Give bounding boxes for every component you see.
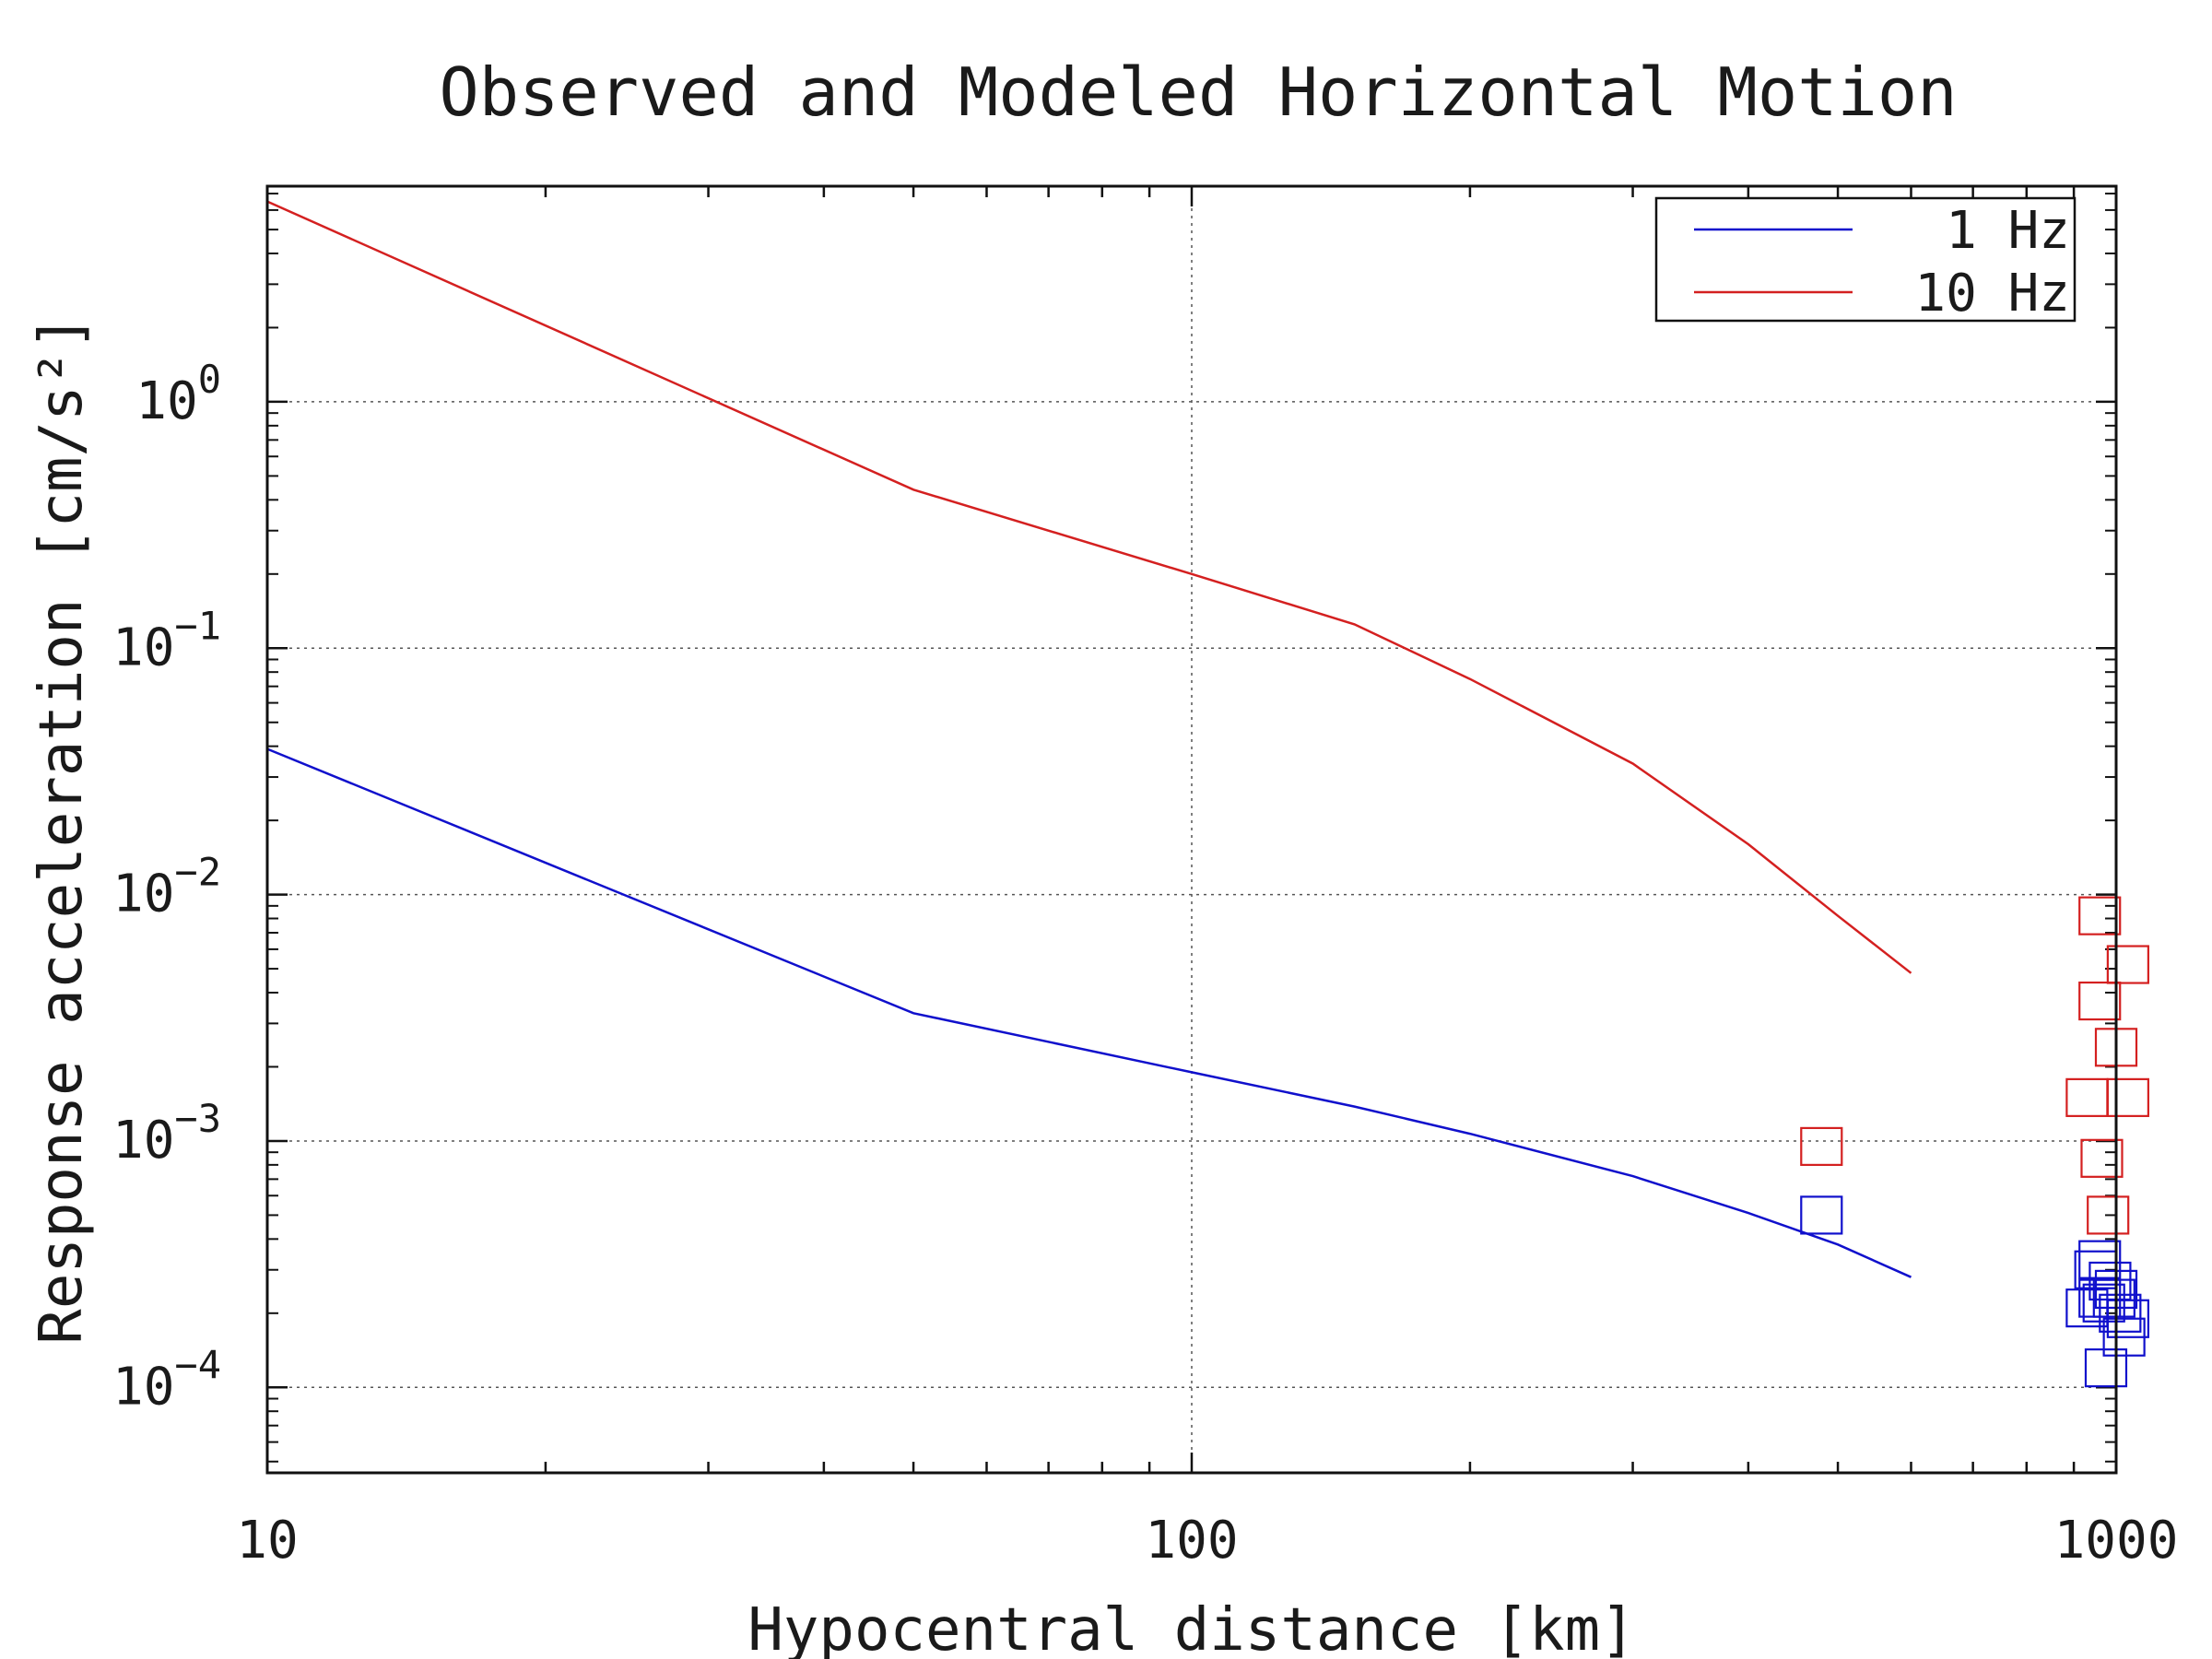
plot-frame (265, 184, 2118, 1475)
y-tick-base: 10 (112, 865, 174, 924)
y-tick-exponent: 0 (198, 357, 221, 402)
observed-marker-10-hz (1800, 1126, 1843, 1167)
y-tick-label: 10−1 (112, 603, 221, 677)
observed-marker-10-hz (2078, 981, 2122, 1021)
observed-marker-1-hz (2106, 1299, 2149, 1338)
y-tick-exponent: −2 (174, 850, 221, 895)
observed-marker-10-hz (2106, 945, 2149, 984)
observed-marker-1-hz (1800, 1195, 1843, 1235)
x-tick-label: 100 (1145, 1511, 1238, 1571)
chart-title: Observed and Modeled Horizontal Motion (439, 53, 1957, 131)
y-tick-label: 10−4 (112, 1342, 221, 1417)
legend-label: 10 Hz (1914, 264, 2070, 324)
observed-marker-1-hz (2099, 1293, 2142, 1333)
y-tick-label: 100 (135, 357, 221, 431)
y-axis-label: Response acceleration [cm/s²] (28, 314, 96, 1344)
series-layer (266, 200, 2149, 1388)
observed-marker-10-hz (2080, 1138, 2124, 1178)
y-tick-exponent: −3 (174, 1096, 221, 1141)
observed-marker-1-hz (2092, 1278, 2136, 1318)
observed-marker-10-hz (2106, 1077, 2149, 1117)
grid-lines (267, 186, 2116, 1473)
y-tick-base: 10 (112, 1111, 174, 1171)
legend-label: 1 Hz (1946, 201, 2070, 261)
observed-marker-1-hz (2078, 1240, 2122, 1279)
legend-box (1654, 196, 2077, 323)
y-tick-base: 10 (112, 1357, 174, 1417)
y-tick-base: 10 (135, 371, 197, 431)
x-axis-label: Hypocentral distance [km] (747, 1596, 1635, 1659)
observed-marker-10-hz (2087, 1195, 2130, 1235)
x-tick-label: 1000 (2054, 1511, 2179, 1571)
x-tick-label: 10 (236, 1511, 298, 1571)
x-tick-labels: 10 100 1000 (236, 1511, 2178, 1571)
y-tick-exponent: −4 (174, 1342, 221, 1387)
observed-marker-1-hz (2084, 1348, 2128, 1388)
series-line-1-hz (266, 747, 1912, 1278)
y-tick-label: 10−3 (112, 1096, 221, 1171)
observed-marker-10-hz (2078, 896, 2122, 935)
y-tick-exponent: −1 (174, 603, 221, 648)
series-line-10-hz (266, 200, 1912, 974)
y-tick-label: 10−2 (112, 850, 221, 924)
observed-marker-10-hz (2065, 1077, 2109, 1117)
y-tick-base: 10 (112, 618, 174, 677)
